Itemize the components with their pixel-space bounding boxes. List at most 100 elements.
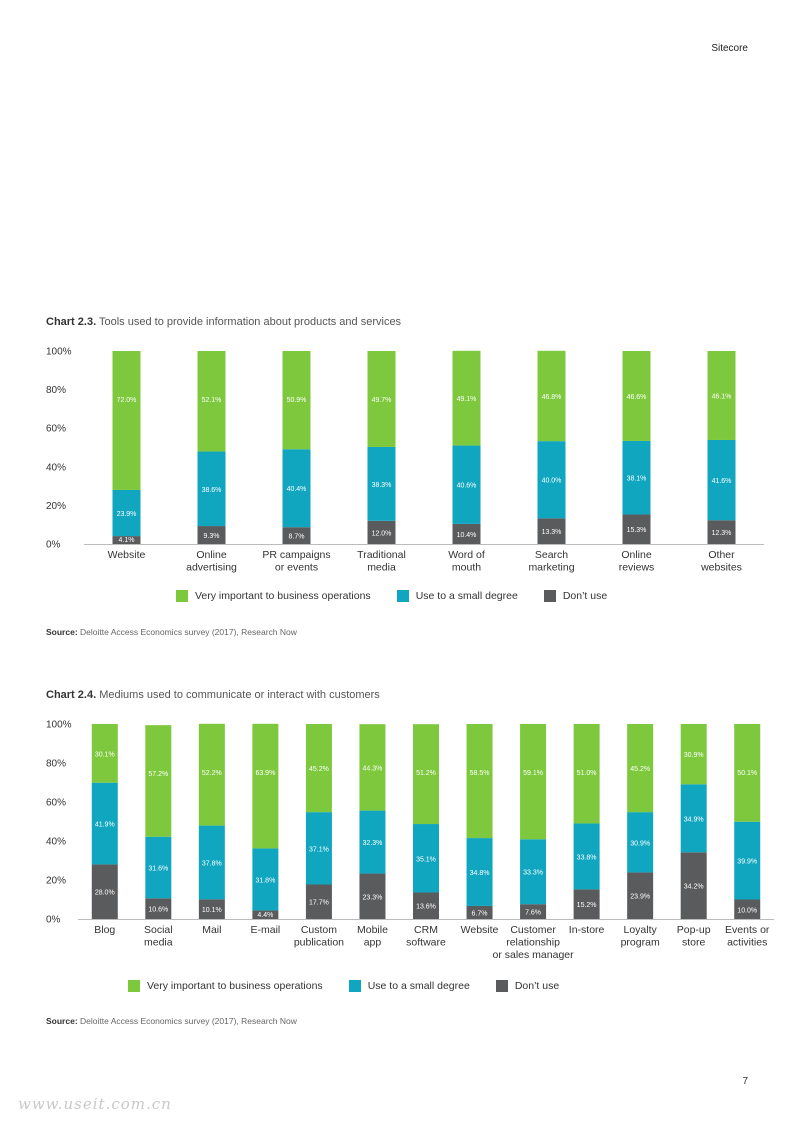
data-label: 59.1% (523, 770, 543, 777)
x-tick-label: Mobile (357, 924, 388, 936)
data-label: 23.9% (630, 894, 650, 901)
bar-segment-very-important (707, 351, 736, 440)
bar-segment-dont-use (734, 899, 761, 919)
x-tick-label: Mail (202, 924, 221, 936)
bar-segment-small-degree (359, 810, 386, 874)
y-tick-label: 20% (46, 501, 66, 512)
y-tick-label: 60% (46, 798, 66, 809)
bar-segment-very-important (537, 350, 566, 442)
bar-segment-very-important (413, 724, 439, 825)
data-label: 57.2% (148, 771, 168, 778)
x-tick-label: activities (727, 937, 767, 949)
chart-2-4-source: Source: Deloitte Access Economics survey… (46, 1016, 297, 1026)
legend-label-dont-use: Don’t use (562, 590, 608, 602)
chart-2-3-title-text: Tools used to provide information about … (99, 316, 402, 328)
chart-2-3-source-prefix: Source: (46, 627, 78, 637)
x-tick-label: Website (461, 924, 499, 936)
y-tick-label: 0% (46, 915, 61, 926)
data-label: 23.9% (117, 511, 137, 518)
legend-label-very-important: Very important to business operations (147, 980, 323, 992)
chart-2-3: 100% 80% 60% 40% 20% 0% 4.1% 23.9% 72.0% Website 9… (46, 347, 764, 574)
data-label: 15.2% (577, 902, 597, 909)
x-tick-label: program (621, 937, 660, 949)
data-label: 33.8% (577, 854, 597, 861)
bar-segment-small-degree (112, 489, 141, 537)
data-label: 17.7% (309, 900, 329, 907)
legend-item-very-important: Very important to business operations (128, 980, 323, 992)
y-tick-label: 80% (46, 385, 66, 396)
data-label: 46.1% (712, 393, 732, 400)
data-label: 33.3% (523, 870, 543, 877)
data-label: 52.1% (202, 397, 222, 404)
data-label: 13.3% (542, 529, 562, 536)
bar-segment-dont-use (197, 526, 226, 544)
bar-segment-very-important (252, 723, 279, 849)
bar-segment-very-important (734, 724, 761, 822)
bar-segment-small-degree (466, 838, 493, 906)
data-label: 37.8% (202, 860, 222, 867)
chart-2-4-source-text: Deloitte Access Economics survey (2017),… (80, 1016, 297, 1026)
bar-segment-very-important (622, 351, 651, 441)
data-label: 23.3% (363, 894, 383, 901)
data-label: 40.6% (457, 483, 477, 490)
data-label: 40.4% (287, 486, 307, 493)
data-label: 30.9% (684, 752, 704, 759)
bar-segment-very-important (305, 724, 332, 813)
data-label: 12.3% (712, 530, 732, 537)
x-tick-label: Other (708, 549, 735, 561)
data-label: 34.8% (470, 870, 490, 877)
bar-segment-very-important (145, 725, 172, 837)
bar-segment-dont-use (367, 520, 396, 544)
x-tick-label: media (144, 937, 173, 949)
legend-swatch-very-important (128, 980, 140, 992)
data-label: 10.1% (202, 907, 222, 914)
legend-item-small-degree: Use to a small degree (348, 980, 470, 992)
data-label: 34.9% (684, 816, 704, 823)
bar-segment-dont-use (466, 905, 493, 919)
chart-2-4: 100% 80% 60% 40% 20% 0% 28.0% 41.9% 30.1% Blog 10.… (46, 720, 774, 961)
bar-segment-very-important (466, 724, 493, 839)
bar-segment-small-degree (145, 836, 172, 899)
bar-segment-small-degree (305, 812, 332, 885)
data-label: 50.1% (737, 770, 757, 777)
data-label: 10.0% (737, 907, 757, 914)
legend-swatch-small-degree (348, 980, 361, 992)
bar-segment-dont-use (537, 518, 566, 544)
bar-segment-dont-use (91, 864, 118, 919)
bar-segment-very-important (452, 350, 481, 446)
data-label: 49.1% (457, 396, 477, 403)
bar-segment-very-important (627, 724, 654, 813)
x-tick-label: Search (535, 549, 568, 561)
data-label: 7.6% (525, 910, 541, 917)
bar-segment-dont-use (305, 884, 332, 919)
y-tick-label: 100% (46, 720, 72, 731)
chart-2-3-source-text: Deloitte Access Economics survey (2017),… (80, 627, 297, 637)
data-label: 6.7% (472, 910, 488, 917)
y-tick-label: 40% (46, 462, 66, 473)
x-tick-label: mouth (452, 562, 481, 574)
data-label: 31.6% (148, 866, 168, 873)
data-label: 4.4% (257, 912, 273, 919)
bar-segment-dont-use (452, 523, 481, 544)
bar-segment-dont-use (680, 852, 707, 919)
data-label: 30.9% (630, 840, 650, 847)
bar-segment-dont-use (145, 898, 172, 919)
bar-segment-small-degree (537, 441, 566, 519)
chart-2-4-source-prefix: Source: (46, 1016, 78, 1026)
page-number: 7 (742, 1076, 748, 1087)
x-tick-label: Word of (448, 549, 485, 561)
bar-segment-small-degree (91, 782, 118, 865)
data-label: 38.6% (202, 487, 222, 494)
x-tick-label: or events (275, 562, 318, 574)
bar-segment-dont-use (413, 892, 439, 919)
x-tick-label: E-mail (251, 924, 281, 936)
bar-segment-small-degree (252, 848, 279, 911)
chart-2-4-legend: Very important to business operations Us… (128, 980, 585, 992)
data-label: 41.9% (95, 822, 115, 829)
bar-segment-very-important (91, 724, 118, 783)
bar-segment-dont-use (627, 872, 654, 919)
x-tick-label: PR campaigns (262, 549, 330, 561)
chart-2-3-legend: Very important to business operations Us… (176, 590, 633, 602)
y-tick-label: 100% (46, 347, 72, 358)
chart-2-4-title-prefix: Chart 2.4. (46, 689, 97, 701)
